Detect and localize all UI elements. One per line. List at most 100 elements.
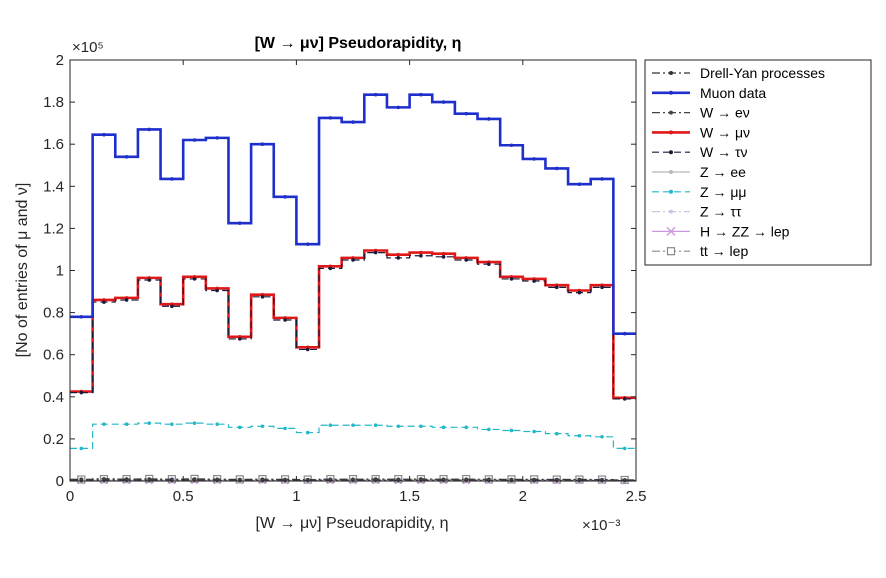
data-point [419,250,423,255]
y-tick-label: 1 [56,263,64,280]
data-point [600,434,604,439]
legend-entry-drell-yan-processes: Drell-Yan processes [652,65,825,81]
data-point [260,424,265,429]
x-tick-label: 1 [292,488,300,505]
y-tick-label: 0.4 [43,389,64,406]
data-point [351,120,355,124]
data-point [577,182,582,186]
legend-label: Z → ττ [700,204,742,220]
x-tick-label: 0.5 [173,488,194,505]
legend-label: tt → lep [700,243,748,259]
data-point [170,177,174,181]
legend-marker [669,150,673,155]
data-point [170,422,174,426]
data-point [238,425,242,430]
data-point [441,251,446,256]
data-point [147,278,152,282]
data-point [192,421,197,425]
data-point [260,142,265,146]
x-tick-label: 2.5 [626,488,647,505]
series-z [70,421,636,451]
data-point [419,424,423,429]
data-point [532,429,536,434]
data-point [373,92,378,97]
legend: Drell-Yan processes Muon data W → eν W → μν… [644,59,872,266]
legend-entry-z: Z → μμ [652,184,746,200]
y-tick-label: 1.8 [43,94,64,111]
data-point [305,242,310,246]
legend-label: W → eν [700,105,750,121]
data-point [238,337,242,341]
data-point [600,177,604,181]
data-point [396,256,401,260]
y-tick-label: 0.8 [43,305,64,322]
x-tick-label: 1.5 [399,488,420,505]
data-point [373,423,378,428]
data-point [328,423,333,428]
data-point [328,116,333,120]
data-point [102,422,106,426]
legend-entry-z-ee: Z → ee [652,164,746,180]
data-point [441,255,446,259]
data-point [351,423,355,428]
data-point [283,318,287,322]
data-point [577,478,582,483]
data-point [487,427,491,432]
data-point [238,478,242,483]
data-point [600,478,604,483]
legend-label: Drell-Yan processes [700,65,825,81]
y-tick-label: 1.4 [43,178,64,195]
data-point [147,421,152,425]
x-axis-label: [W → μν] Pseudorapidity, η [256,515,449,532]
series-line [70,478,636,481]
data-point [622,446,627,451]
data-point [79,478,84,483]
legend-label: H → ZZ → lep [700,223,790,239]
data-point [554,166,559,171]
plot-area [70,60,636,481]
legend-label: Z → μμ [700,184,746,200]
data-point [509,428,514,433]
data-point [215,422,219,426]
legend-label: Z → ee [700,164,746,180]
data-point [464,258,469,262]
legend-marker [669,71,673,75]
legend-entry-tt-lep: tt → lep [652,243,748,259]
data-point [487,262,491,266]
data-point [283,426,287,431]
x-exponent-label: ×10⁻³ [582,517,620,534]
data-point [419,92,423,97]
data-point [419,253,423,258]
y-tick-label: 1.6 [43,136,64,153]
data-point [305,347,310,352]
data-point [124,155,129,159]
legend-entry-h-zz-lep: H → ZZ → lep [652,223,790,239]
data-point [622,331,627,336]
legend-entry-muon-data: Muon data [652,85,766,101]
ticks-layer: 0 0.5 1 1.5 2 2.5 0 0.2 0.4 0.6 0.8 1 1.2 1.4 1.6 1.8 2 [43,52,646,505]
data-point [554,478,559,483]
data-point [102,300,106,304]
legend-marker [669,130,673,135]
y-tick-label: 2 [56,52,64,69]
data-point [622,397,627,401]
legend-marker [669,110,673,115]
legend-marker [669,90,673,95]
legend-label: Muon data [700,85,766,101]
data-point [396,424,401,429]
data-point [396,105,401,110]
series-w [70,250,636,401]
legend-marker [669,170,673,174]
legend-label: W → μν [700,124,750,140]
chart-title: [W → μν] Pseudorapidity, η [255,35,462,52]
data-point [79,390,84,395]
data-point [124,298,129,302]
y-tick-label: 0.6 [43,347,64,364]
data-point [260,295,265,299]
data-point [170,304,174,309]
data-point [260,478,265,483]
data-point [328,266,333,271]
data-point [441,100,446,104]
data-point [215,136,219,140]
data-point [124,422,129,426]
